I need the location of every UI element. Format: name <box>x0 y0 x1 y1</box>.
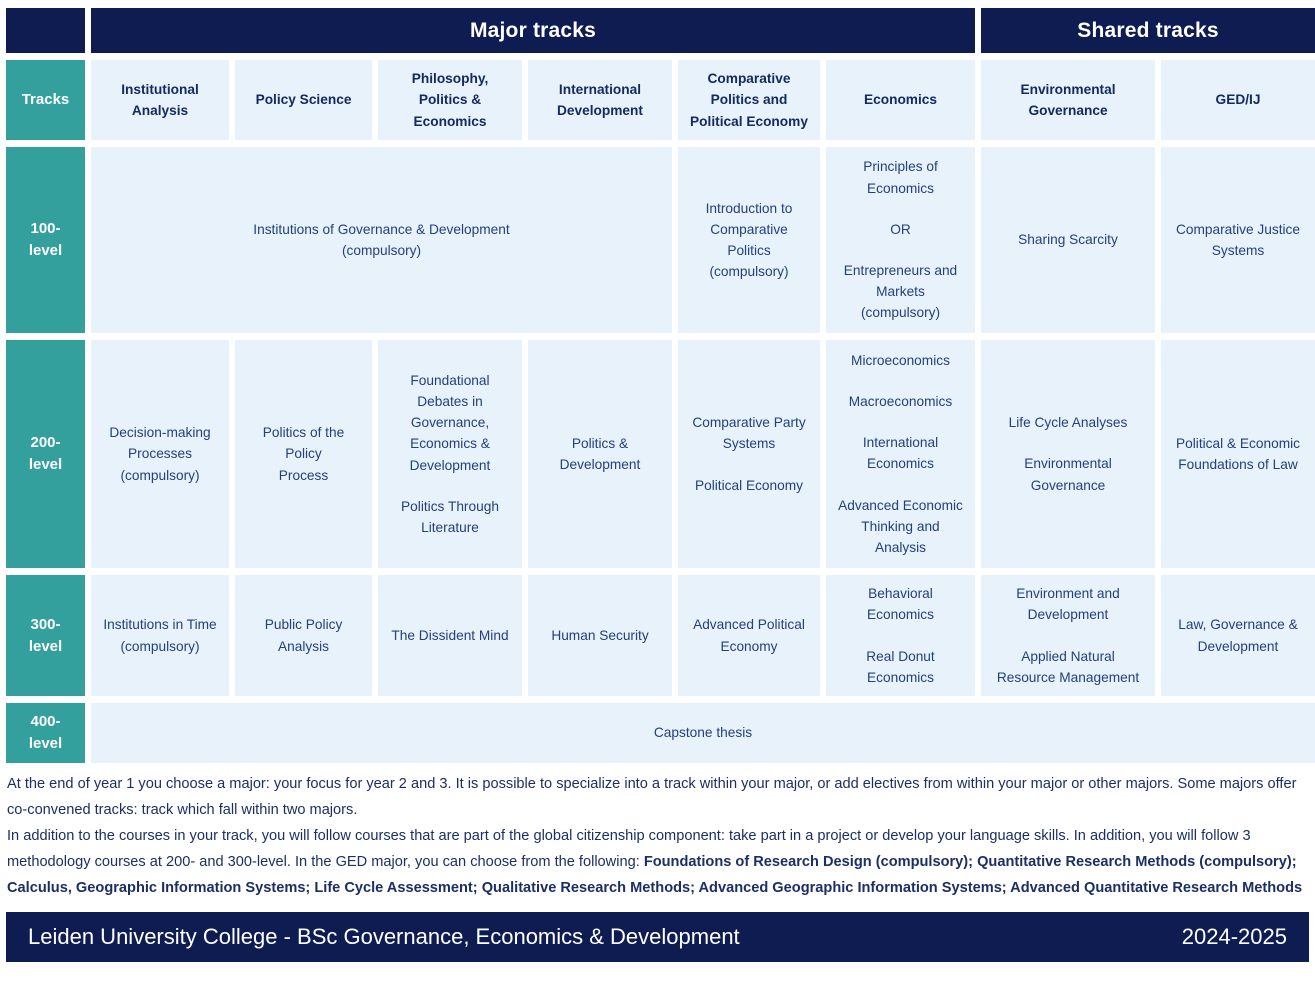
cell-300-environmental-governance: Environment and Development Applied Natur… <box>981 575 1155 696</box>
cell-300-international-development: Human Security <box>528 575 672 696</box>
notes-paragraph-2-bold: Foundations of Research Design (compulso… <box>7 853 1303 896</box>
course-item: Foundational Debates in Governance, Econ… <box>409 372 491 473</box>
course-item: Introduction to Comparative Politics (co… <box>705 200 793 280</box>
tracks-label-cell: Tracks <box>6 60 85 140</box>
column-header-ppe: Philosophy, Politics & Economics <box>378 60 522 140</box>
course-item: Comparative Justice Systems <box>1176 221 1300 258</box>
footer-year: 2024-2025 <box>1181 923 1287 949</box>
cell-300-ppe: The Dissident Mind <box>378 575 522 696</box>
course-item: Principles of Economics <box>863 159 938 196</box>
course-item: Law, Governance & Development <box>1178 617 1298 654</box>
cell-100-ged-ij: Comparative Justice Systems <box>1161 147 1315 333</box>
course-item: International Economics <box>862 435 939 472</box>
course-item: OR <box>890 221 911 237</box>
course-item: Advanced Political Economy <box>693 617 805 654</box>
course-item: Institutions in Time (compulsory) <box>103 617 217 654</box>
curriculum-table: Major tracks Shared tracks Tracks Instit… <box>6 8 1315 763</box>
column-header-international-development: International Development <box>528 60 672 140</box>
column-header-policy-science: Policy Science <box>235 60 372 140</box>
course-item: Behavioral Economics <box>867 586 934 623</box>
shared-tracks-banner: Shared tracks <box>981 8 1315 53</box>
cell-200-ged-ij: Political & Economic Foundations of Law <box>1161 340 1315 568</box>
notes-paragraph-1: At the end of year 1 you choose a major:… <box>7 776 1297 818</box>
course-item: Advanced Economic Thinking and Analysis <box>838 497 963 556</box>
course-item: Comparative Party Systems <box>692 415 806 452</box>
cell-300-comparative-politics: Advanced Political Economy <box>678 575 820 696</box>
course-item: Human Security <box>551 627 649 643</box>
course-item: Institutions of Governance & Development… <box>253 221 510 258</box>
cell-100-major-span: Institutions of Governance & Development… <box>91 147 672 333</box>
course-item: Macroeconomics <box>848 393 953 409</box>
course-item: Environment and Development <box>1016 586 1120 623</box>
cell-200-comparative-politics: Comparative Party Systems Political Econo… <box>678 340 820 568</box>
notes-section: At the end of year 1 you choose a major:… <box>0 763 1315 902</box>
row-label-300-level: 300- level <box>6 575 85 696</box>
course-item: Politics of the Policy Process <box>262 425 345 483</box>
row-label-100-level: 100- level <box>6 147 85 333</box>
course-item: Politics & Development <box>559 435 641 472</box>
course-item: Life Cycle Analyses <box>1008 415 1128 431</box>
cell-100-comparative-politics: Introduction to Comparative Politics (co… <box>678 147 820 333</box>
cell-300-economics: Behavioral Economics Real Donut Economics <box>826 575 975 696</box>
cell-200-policy-science: Politics of the Policy Process <box>235 340 372 568</box>
major-tracks-banner: Major tracks <box>91 8 975 53</box>
row-label-200-level: 200- level <box>6 340 85 568</box>
notes-paragraph-2-regular: In addition to the courses in your track… <box>7 827 1251 870</box>
column-header-economics: Economics <box>826 60 975 140</box>
corner-spacer <box>6 8 85 53</box>
course-item: Political Economy <box>694 477 804 493</box>
cell-200-economics: Microeconomics Macroeconomics Internationa… <box>826 340 975 568</box>
course-item: Sharing Scarcity <box>1018 232 1118 248</box>
cell-200-environmental-governance: Life Cycle Analyses Environmental Governa… <box>981 340 1155 568</box>
course-item: Capstone thesis <box>653 725 753 741</box>
cell-300-institutional-analysis: Institutions in Time (compulsory) <box>91 575 229 696</box>
footer-title: Leiden University College - BSc Governan… <box>28 923 740 949</box>
row-label-400-level: 400- level <box>6 703 85 763</box>
cell-300-policy-science: Public Policy Analysis <box>235 575 372 696</box>
course-item: Public Policy Analysis <box>264 617 343 654</box>
column-header-ged-ij: GED/IJ <box>1161 60 1315 140</box>
column-header-institutional-analysis: Institutional Analysis <box>91 60 229 140</box>
cell-400-capstone: Capstone thesis <box>91 703 1315 763</box>
cell-200-institutional-analysis: Decision-making Processes (compulsory) <box>91 340 229 568</box>
footer-bar: Leiden University College - BSc Governan… <box>6 911 1309 962</box>
cell-300-ged-ij: Law, Governance & Development <box>1161 575 1315 696</box>
cell-100-economics: Principles of Economics OR Entrepreneurs a… <box>826 147 975 333</box>
course-item: Politics Through Literature <box>401 498 499 536</box>
cell-200-international-development: Politics & Development <box>528 340 672 568</box>
course-item: Microeconomics <box>851 352 950 368</box>
course-item: Environmental Governance <box>1024 456 1112 493</box>
column-header-comparative-politics: Comparative Politics and Political Econo… <box>678 60 820 140</box>
cell-100-environmental-governance: Sharing Scarcity <box>981 147 1155 333</box>
course-item: Real Donut Economics <box>866 648 935 685</box>
curriculum-page: Major tracks Shared tracks Tracks Instit… <box>0 8 1315 962</box>
column-header-environmental-governance: Environmental Governance <box>981 60 1155 140</box>
course-item: Entrepreneurs and Markets (compulsory) <box>843 263 958 321</box>
notes-paragraph-2: In addition to the courses in your track… <box>7 824 1307 902</box>
course-item: The Dissident Mind <box>391 627 509 643</box>
course-item: Political & Economic Foundations of Law <box>1176 435 1300 472</box>
course-item: Decision-making Processes (compulsory) <box>109 425 211 483</box>
cell-200-ppe: Foundational Debates in Governance, Econ… <box>378 340 522 568</box>
course-item: Applied Natural Resource Management <box>996 648 1140 685</box>
